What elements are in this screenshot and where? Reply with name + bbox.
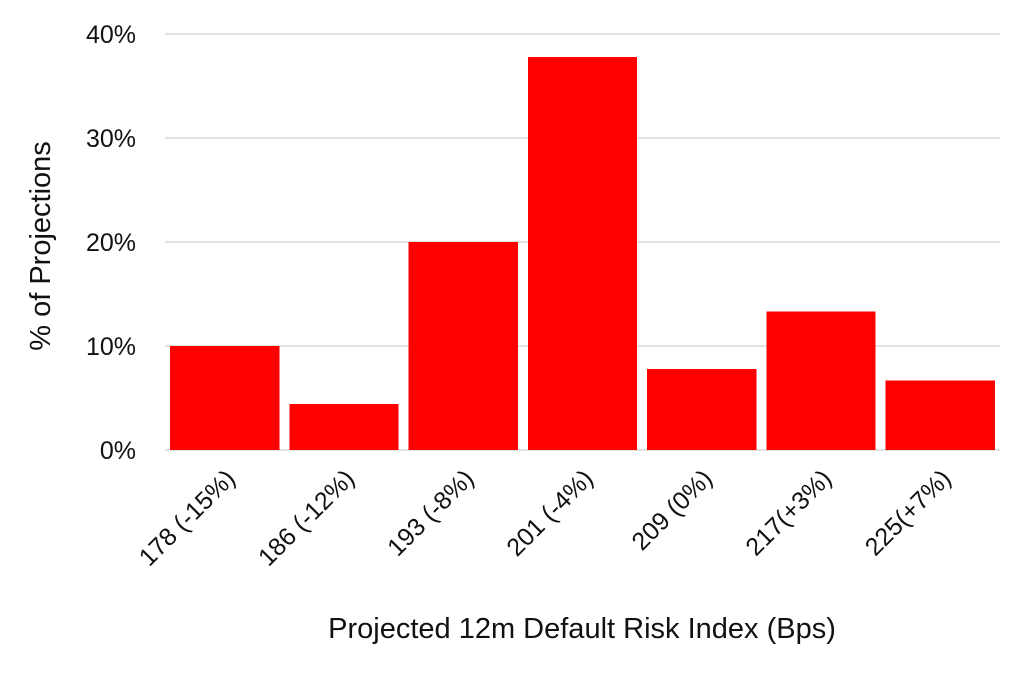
bar (885, 380, 995, 450)
y-axis-ticks: 0% 10% 20% 30% 40% (86, 21, 136, 465)
bar (170, 346, 280, 450)
x-tick-label: 201 (-4%) (501, 464, 598, 561)
x-axis-ticks: 178 (-15%) 186 (-12%) 193 (-8%) 201 (-4%) 20… (134, 464, 957, 571)
bars (170, 56, 995, 450)
y-axis-title: % of Projections (25, 141, 57, 351)
x-tick-label: 217(+3%) (740, 464, 837, 561)
y-tick-label: 30% (86, 125, 136, 153)
y-tick-label: 40% (86, 21, 136, 49)
bar (766, 311, 876, 450)
x-tick-label: 178 (-15%) (134, 464, 241, 571)
x-tick-label: 186 (-12%) (253, 464, 360, 571)
x-tick-label: 225(+7%) (860, 464, 957, 561)
bar (647, 368, 757, 450)
bar (408, 242, 518, 450)
y-tick-label: 0% (100, 437, 136, 465)
y-tick-label: 10% (86, 333, 136, 361)
x-axis-title: Projected 12m Default Risk Index (Bps) (328, 613, 836, 645)
x-tick-label: 193 (-8%) (382, 464, 479, 561)
bar (527, 56, 638, 450)
y-tick-label: 20% (86, 229, 136, 257)
bar (289, 404, 399, 450)
x-tick-label: 209 (0%) (626, 464, 718, 556)
